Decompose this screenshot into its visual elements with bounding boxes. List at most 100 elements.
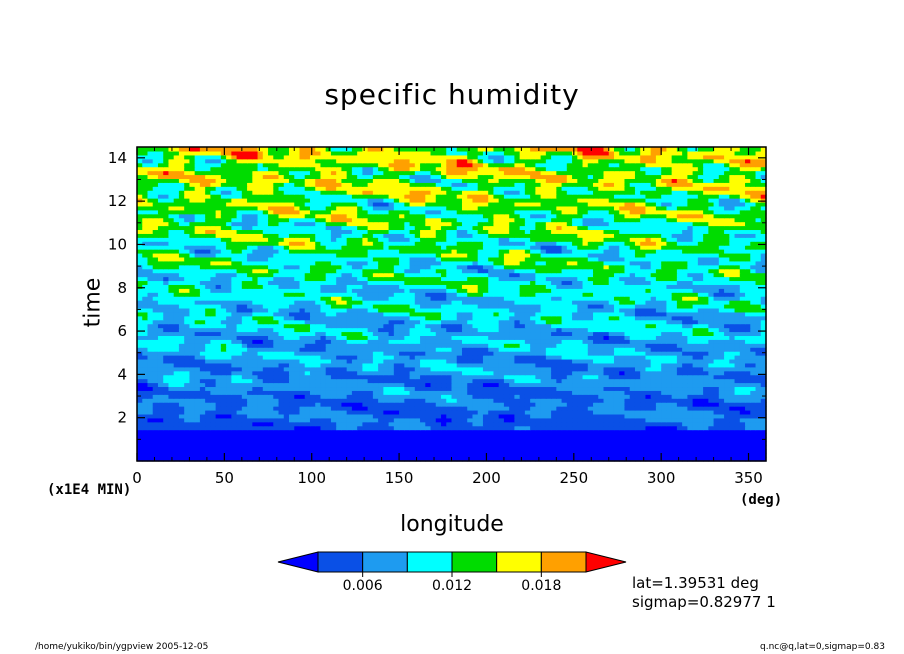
- heatmap-cell: [582, 327, 589, 333]
- heatmap-cell: [257, 429, 264, 435]
- heatmap-cell: [294, 398, 301, 403]
- heatmap-cell: [687, 382, 694, 388]
- heatmap-cell: [199, 358, 206, 364]
- heatmap-cell: [278, 319, 285, 325]
- heatmap-cell: [734, 335, 741, 340]
- heatmap-cell: [729, 319, 736, 325]
- heatmap-cell: [357, 402, 363, 407]
- heatmap-cell: [755, 398, 762, 403]
- heatmap-cell: [566, 421, 573, 427]
- heatmap-cell: [378, 319, 384, 325]
- heatmap-cell: [341, 300, 348, 305]
- heatmap-cell: [530, 382, 536, 388]
- heatmap-cell: [718, 382, 725, 388]
- heatmap-cell: [713, 457, 720, 462]
- heatmap-cell: [587, 449, 594, 454]
- heatmap-cell: [252, 429, 259, 435]
- heatmap-cell: [414, 390, 421, 395]
- heatmap-cell: [671, 307, 678, 313]
- heatmap-cell: [168, 355, 175, 360]
- heatmap-cell: [745, 319, 751, 325]
- heatmap-cell: [357, 323, 363, 329]
- heatmap-cell: [315, 449, 322, 454]
- heatmap-cell: [320, 433, 327, 439]
- heatmap-cell: [509, 417, 515, 423]
- heatmap-cell: [482, 402, 489, 407]
- heatmap-cell: [247, 374, 253, 380]
- heatmap-cell: [661, 362, 668, 368]
- heatmap-cell: [566, 319, 573, 325]
- heatmap-cell: [404, 374, 411, 380]
- heatmap-cell: [372, 296, 379, 301]
- heatmap-cell: [414, 413, 421, 419]
- heatmap-cell: [514, 409, 521, 415]
- heatmap-cell: [634, 449, 641, 454]
- heatmap-cell: [346, 378, 353, 384]
- heatmap-cell: [414, 445, 421, 450]
- heatmap-cell: [692, 406, 699, 411]
- heatmap-cell: [220, 335, 227, 340]
- heatmap-cell: [598, 409, 605, 415]
- heatmap-cell: [613, 417, 620, 423]
- heatmap-cell: [178, 323, 185, 329]
- heatmap-cell: [346, 394, 353, 399]
- heatmap-cell: [341, 355, 348, 360]
- heatmap-cell: [503, 409, 510, 415]
- heatmap-cell: [477, 394, 484, 399]
- heatmap-cell: [383, 351, 390, 356]
- heatmap-cell: [236, 453, 243, 458]
- heatmap-cell: [535, 406, 542, 411]
- heatmap-cell: [524, 449, 531, 454]
- heatmap-cell: [346, 386, 353, 391]
- heatmap-cell: [572, 437, 578, 442]
- heatmap-cell: [425, 457, 432, 462]
- heatmap-cell: [247, 425, 253, 431]
- heatmap-cell: [220, 307, 227, 313]
- heatmap-cell: [178, 421, 185, 427]
- heatmap-cell: [294, 323, 301, 329]
- heatmap-cell: [142, 300, 149, 305]
- heatmap-cell: [273, 335, 280, 340]
- heatmap-cell: [514, 300, 521, 305]
- heatmap-cell: [697, 355, 704, 360]
- heatmap-cell: [629, 441, 636, 446]
- heatmap-cell: [163, 406, 170, 411]
- heatmap-cell: [262, 417, 269, 423]
- heatmap-cell: [624, 433, 631, 439]
- heatmap-cell: [299, 335, 306, 340]
- heatmap-cell: [199, 429, 206, 435]
- heatmap-cell: [540, 311, 547, 317]
- heatmap-cell: [687, 319, 694, 325]
- heatmap-cell: [309, 355, 316, 360]
- heatmap-cell: [346, 449, 353, 454]
- heatmap-cell: [152, 402, 159, 407]
- heatmap-cell: [498, 402, 505, 407]
- heatmap-cell: [724, 362, 730, 368]
- heatmap-cell: [687, 343, 694, 348]
- heatmap-cell: [739, 398, 746, 403]
- heatmap-cell: [634, 445, 641, 450]
- heatmap-cell: [336, 441, 343, 446]
- heatmap-cell: [535, 390, 542, 395]
- heatmap-cell: [613, 374, 620, 380]
- heatmap-cell: [708, 304, 715, 309]
- heatmap-cell: [383, 311, 390, 317]
- heatmap-cell: [152, 323, 159, 329]
- heatmap-cell: [666, 437, 673, 442]
- heatmap-cell: [336, 351, 343, 356]
- heatmap-cell: [425, 339, 432, 344]
- heatmap-cell: [456, 429, 463, 435]
- heatmap-cell: [252, 453, 259, 458]
- heatmap-cell: [388, 429, 395, 435]
- heatmap-cell: [304, 335, 311, 340]
- heatmap-cell: [336, 304, 343, 309]
- heatmap-cell: [268, 358, 274, 364]
- heatmap-cell: [304, 449, 311, 454]
- heatmap-cell: [273, 386, 280, 391]
- heatmap-cell: [545, 339, 552, 344]
- heatmap-cell: [724, 453, 730, 458]
- heatmap-cell: [367, 445, 374, 450]
- heatmap-cell: [252, 327, 259, 333]
- heatmap-cell: [619, 355, 626, 360]
- heatmap-cell: [530, 300, 536, 305]
